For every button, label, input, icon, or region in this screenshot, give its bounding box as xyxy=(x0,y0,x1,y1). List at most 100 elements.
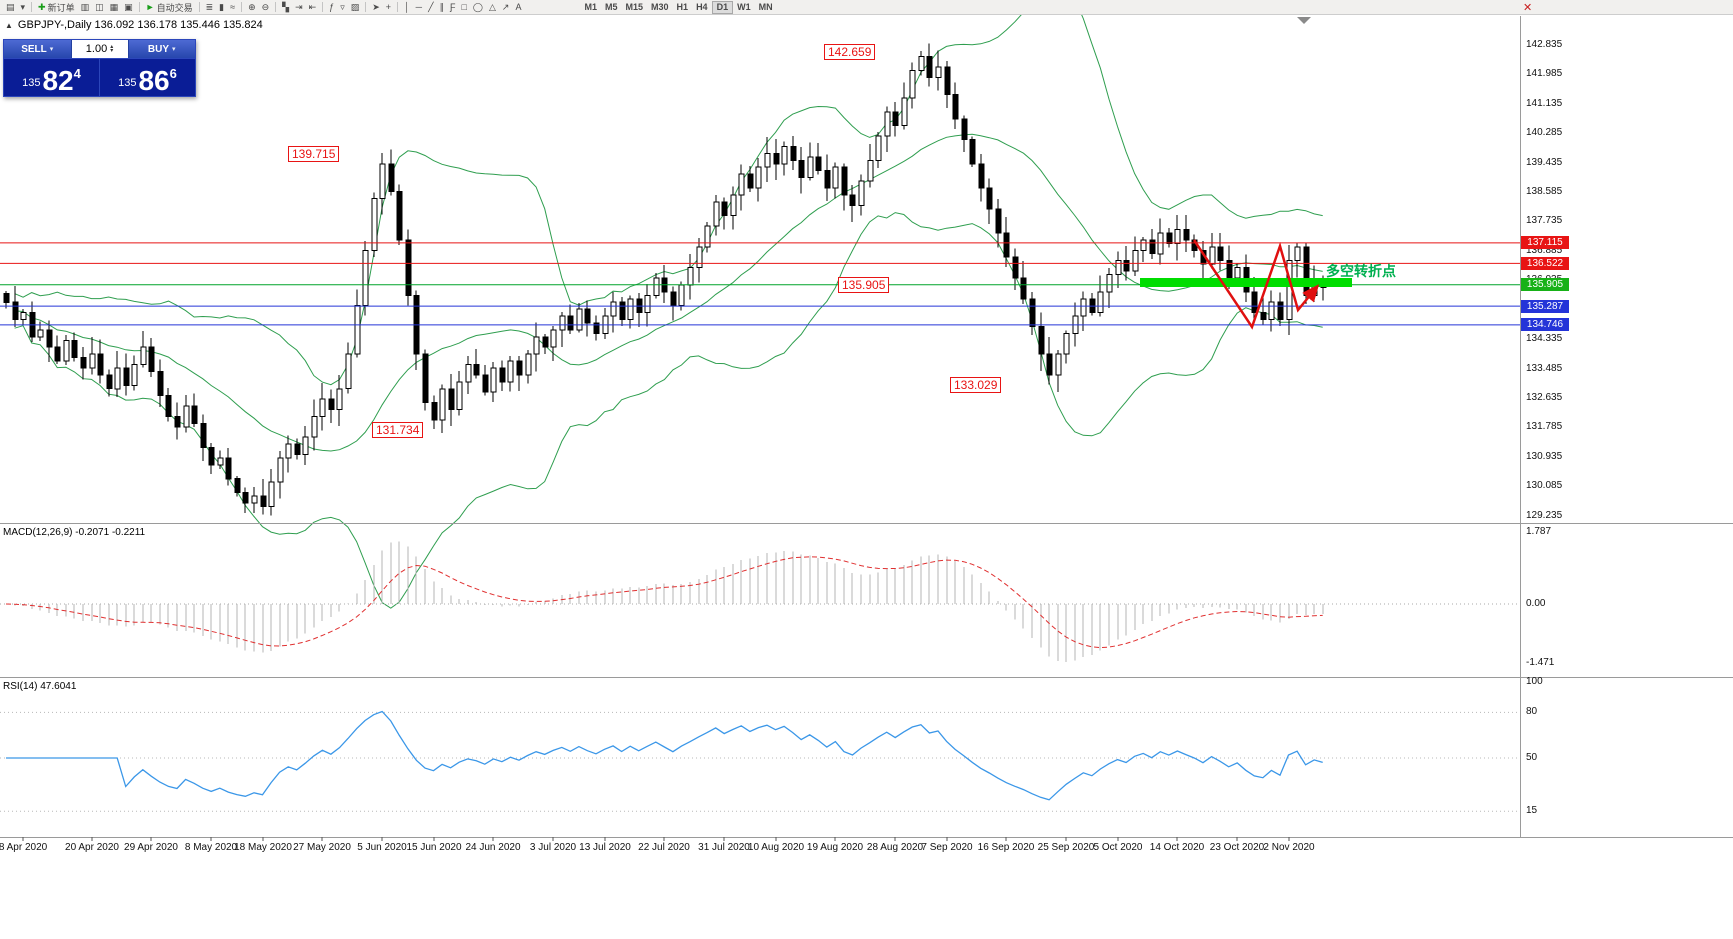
volume-input[interactable]: 1.00 ▴ ▾ xyxy=(70,40,129,58)
symbol-ohlc-text: GBPJPY-,Daily 136.092 136.178 135.446 13… xyxy=(17,19,263,31)
date-axis-label: 14 Oct 2020 xyxy=(1149,842,1205,853)
indicators-icon: ƒ xyxy=(329,1,335,12)
buy-button[interactable]: BUY ▾ xyxy=(128,40,195,58)
channel-icon: ∥ xyxy=(439,1,444,12)
candlestick-type-icon[interactable]: ▮ xyxy=(216,1,227,14)
zoom-in-icon[interactable]: ⊕ xyxy=(245,1,259,14)
date-axis-label: 8 Apr 2020 xyxy=(0,842,48,853)
trendline-icon: ╱ xyxy=(428,1,434,12)
channel-icon[interactable]: ∥ xyxy=(436,1,447,14)
date-axis-label: 3 Jul 2020 xyxy=(529,842,577,853)
periods-icon[interactable]: ▿ xyxy=(337,1,348,14)
fibonacci-icon[interactable]: Ƒ xyxy=(447,1,459,14)
macd-axis-label: 1.787 xyxy=(1526,526,1552,537)
sell-dropdown-icon[interactable]: ▾ xyxy=(49,46,54,53)
market-watch-icon: ▥ xyxy=(80,1,90,12)
price-axis-tick: 130.935 xyxy=(1526,451,1563,462)
sell-price-display[interactable]: 135 82 4 xyxy=(4,59,99,96)
price-callout[interactable]: 142.659 xyxy=(824,44,876,60)
timeframe-m1[interactable]: M1 xyxy=(584,2,597,12)
shapes-icon[interactable]: □ xyxy=(458,1,469,14)
market-watch-icon[interactable]: ▥ xyxy=(78,1,93,14)
timeframe-mn[interactable]: MN xyxy=(758,2,773,12)
line-chart-type-icon[interactable]: ≈ xyxy=(227,1,238,14)
price-callout[interactable]: 133.029 xyxy=(950,377,1002,393)
macd-panel-label: MACD(12,26,9) -0.2071 -0.2211 xyxy=(3,527,146,538)
price-axis-tick: 130.085 xyxy=(1526,480,1563,491)
fibonacci-icon: Ƒ xyxy=(449,1,456,12)
trend-arrow-annotation[interactable] xyxy=(1192,239,1320,330)
rsi-panel-label: RSI(14) 47.6041 xyxy=(3,681,77,692)
charts-icon[interactable]: ▤ xyxy=(3,1,18,14)
shapes-icon: □ xyxy=(461,1,467,12)
tile-windows-icon: ▚ xyxy=(282,1,290,12)
toolbar-separator xyxy=(275,2,277,12)
close-chart-button[interactable]: ✕ xyxy=(1523,2,1533,14)
timeframe-h1[interactable]: H1 xyxy=(676,2,689,12)
rsi-axis-label: 100 xyxy=(1526,676,1543,687)
horizontal-line-icon: ─ xyxy=(415,1,423,12)
templates-icon[interactable]: ▨ xyxy=(348,1,363,14)
ellipse-icon[interactable]: ◯ xyxy=(470,1,486,14)
data-window-icon[interactable]: ◫ xyxy=(92,1,107,14)
zoom-out-icon[interactable]: ⊖ xyxy=(259,1,273,14)
terminal-icon[interactable]: ▣ xyxy=(121,1,136,14)
auto-trading-button-label: 自动交易 xyxy=(156,2,193,13)
turning-point-note[interactable]: 多空转折点 xyxy=(1326,263,1396,279)
volume-spinner[interactable]: ▴ ▾ xyxy=(110,44,114,54)
buy-price-display[interactable]: 135 86 6 xyxy=(99,59,195,96)
price-axis-tick: 140.285 xyxy=(1526,127,1563,138)
sell-button[interactable]: SELL ▾ xyxy=(4,40,71,58)
macd-signal-line xyxy=(5,556,1323,649)
charts-icon: ▤ xyxy=(6,1,15,12)
date-axis-label: 10 Aug 2020 xyxy=(747,842,805,853)
crosshair-icon[interactable]: + xyxy=(383,1,394,14)
arrows-icon[interactable]: ↗ xyxy=(499,1,513,14)
timeframe-d1[interactable]: D1 xyxy=(711,0,734,14)
date-axis-label: 29 Apr 2020 xyxy=(124,842,178,853)
auto-trading-button[interactable]: ► 自动交易 xyxy=(143,1,196,14)
tile-windows-icon[interactable]: ▚ xyxy=(279,1,292,14)
price-axis-tick: 141.135 xyxy=(1526,98,1563,109)
order-prices-row: 135 82 4 135 86 6 xyxy=(4,59,195,96)
text-icon[interactable]: A xyxy=(512,1,524,14)
timeframe-m15[interactable]: M15 xyxy=(625,2,644,12)
toolbar-separator xyxy=(31,2,33,12)
vertical-line-icon: │ xyxy=(404,1,410,12)
cursor-icon: ➤ xyxy=(372,1,380,12)
triangle-icon[interactable]: △ xyxy=(486,1,499,14)
timeframe-w1[interactable]: W1 xyxy=(737,2,751,12)
price-level-label: 135.905 xyxy=(1521,278,1569,291)
timeframe-m30[interactable]: M30 xyxy=(651,2,669,12)
timeframe-group: M1 M5 M15 M30 H1 H4 D1 W1 MN xyxy=(580,0,776,14)
chart-shift-icon[interactable]: ⇤ xyxy=(306,1,320,14)
navigator-icon[interactable]: ▦ xyxy=(107,1,122,14)
trendline-icon[interactable]: ╱ xyxy=(425,1,436,14)
cursor-icon[interactable]: ➤ xyxy=(369,1,383,14)
timeframe-h4[interactable]: H4 xyxy=(696,2,708,12)
one-click-toggle-icon[interactable]: ▲ xyxy=(5,20,13,30)
price-callout[interactable]: 139.715 xyxy=(288,146,340,162)
price-callout[interactable]: 131.734 xyxy=(372,422,424,438)
price-callout[interactable]: 135.905 xyxy=(838,277,890,293)
auto-scroll-icon[interactable]: ⇥ xyxy=(292,1,306,14)
buy-price-big: 86 xyxy=(138,65,170,96)
one-click-trading-panel: SELL ▾ 1.00 ▴ ▾ BUY ▾ 135 82 4 135 86 6 xyxy=(3,39,196,97)
bar-chart-type-icon: ≣ xyxy=(205,1,214,12)
indicators-icon[interactable]: ƒ xyxy=(326,1,337,14)
horizontal-line-icon[interactable]: ─ xyxy=(413,1,425,14)
new-order-button[interactable]: ✚ 新订单 xyxy=(35,1,78,14)
timeframe-m5[interactable]: M5 xyxy=(605,2,618,12)
panel-separators[interactable] xyxy=(0,16,1733,838)
toolbar-separator xyxy=(322,2,324,12)
bar-chart-type-icon[interactable]: ≣ xyxy=(203,1,217,14)
support-zone-bar[interactable] xyxy=(1140,278,1352,287)
date-axis-label: 19 Aug 2020 xyxy=(806,842,864,853)
price-axis-tick: 133.485 xyxy=(1526,363,1563,374)
vertical-line-icon[interactable]: │ xyxy=(401,1,413,14)
buy-dropdown-icon[interactable]: ▾ xyxy=(172,46,176,53)
profiles-icon[interactable]: ▾ xyxy=(18,1,29,14)
chart-shift-marker[interactable] xyxy=(1297,17,1311,24)
sell-price-sup: 4 xyxy=(73,66,81,81)
